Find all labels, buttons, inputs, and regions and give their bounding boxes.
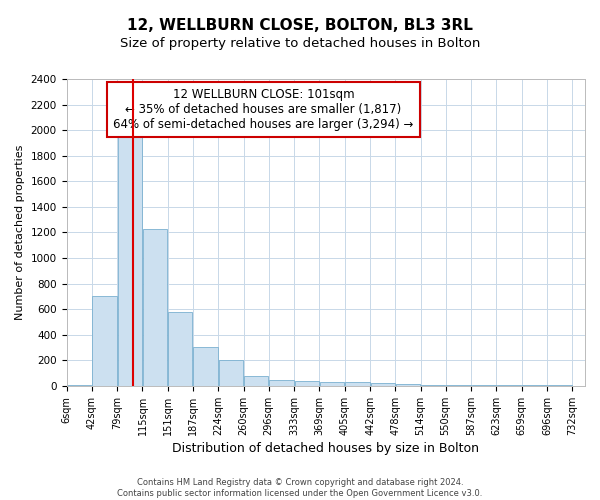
Bar <box>67 384 91 386</box>
Bar <box>118 136 142 386</box>
Text: Contains HM Land Registry data © Crown copyright and database right 2024.
Contai: Contains HM Land Registry data © Crown c… <box>118 478 482 498</box>
Y-axis label: Number of detached properties: Number of detached properties <box>15 145 25 320</box>
Bar <box>371 384 395 386</box>
Text: 12, WELLBURN CLOSE, BOLTON, BL3 3RL: 12, WELLBURN CLOSE, BOLTON, BL3 3RL <box>127 18 473 32</box>
Bar <box>421 384 445 386</box>
Bar <box>218 360 244 386</box>
Bar <box>395 384 421 386</box>
Bar <box>269 380 294 386</box>
Bar <box>446 385 471 386</box>
Bar <box>295 382 319 386</box>
Text: Size of property relative to detached houses in Bolton: Size of property relative to detached ho… <box>120 38 480 51</box>
Text: 12 WELLBURN CLOSE: 101sqm
← 35% of detached houses are smaller (1,817)
64% of se: 12 WELLBURN CLOSE: 101sqm ← 35% of detac… <box>113 88 414 131</box>
Bar <box>193 347 218 386</box>
X-axis label: Distribution of detached houses by size in Bolton: Distribution of detached houses by size … <box>172 442 479 455</box>
Bar <box>92 296 117 386</box>
Bar <box>143 228 167 386</box>
Bar <box>168 312 193 386</box>
Bar <box>244 376 268 386</box>
Bar <box>345 382 370 386</box>
Bar <box>320 382 344 386</box>
